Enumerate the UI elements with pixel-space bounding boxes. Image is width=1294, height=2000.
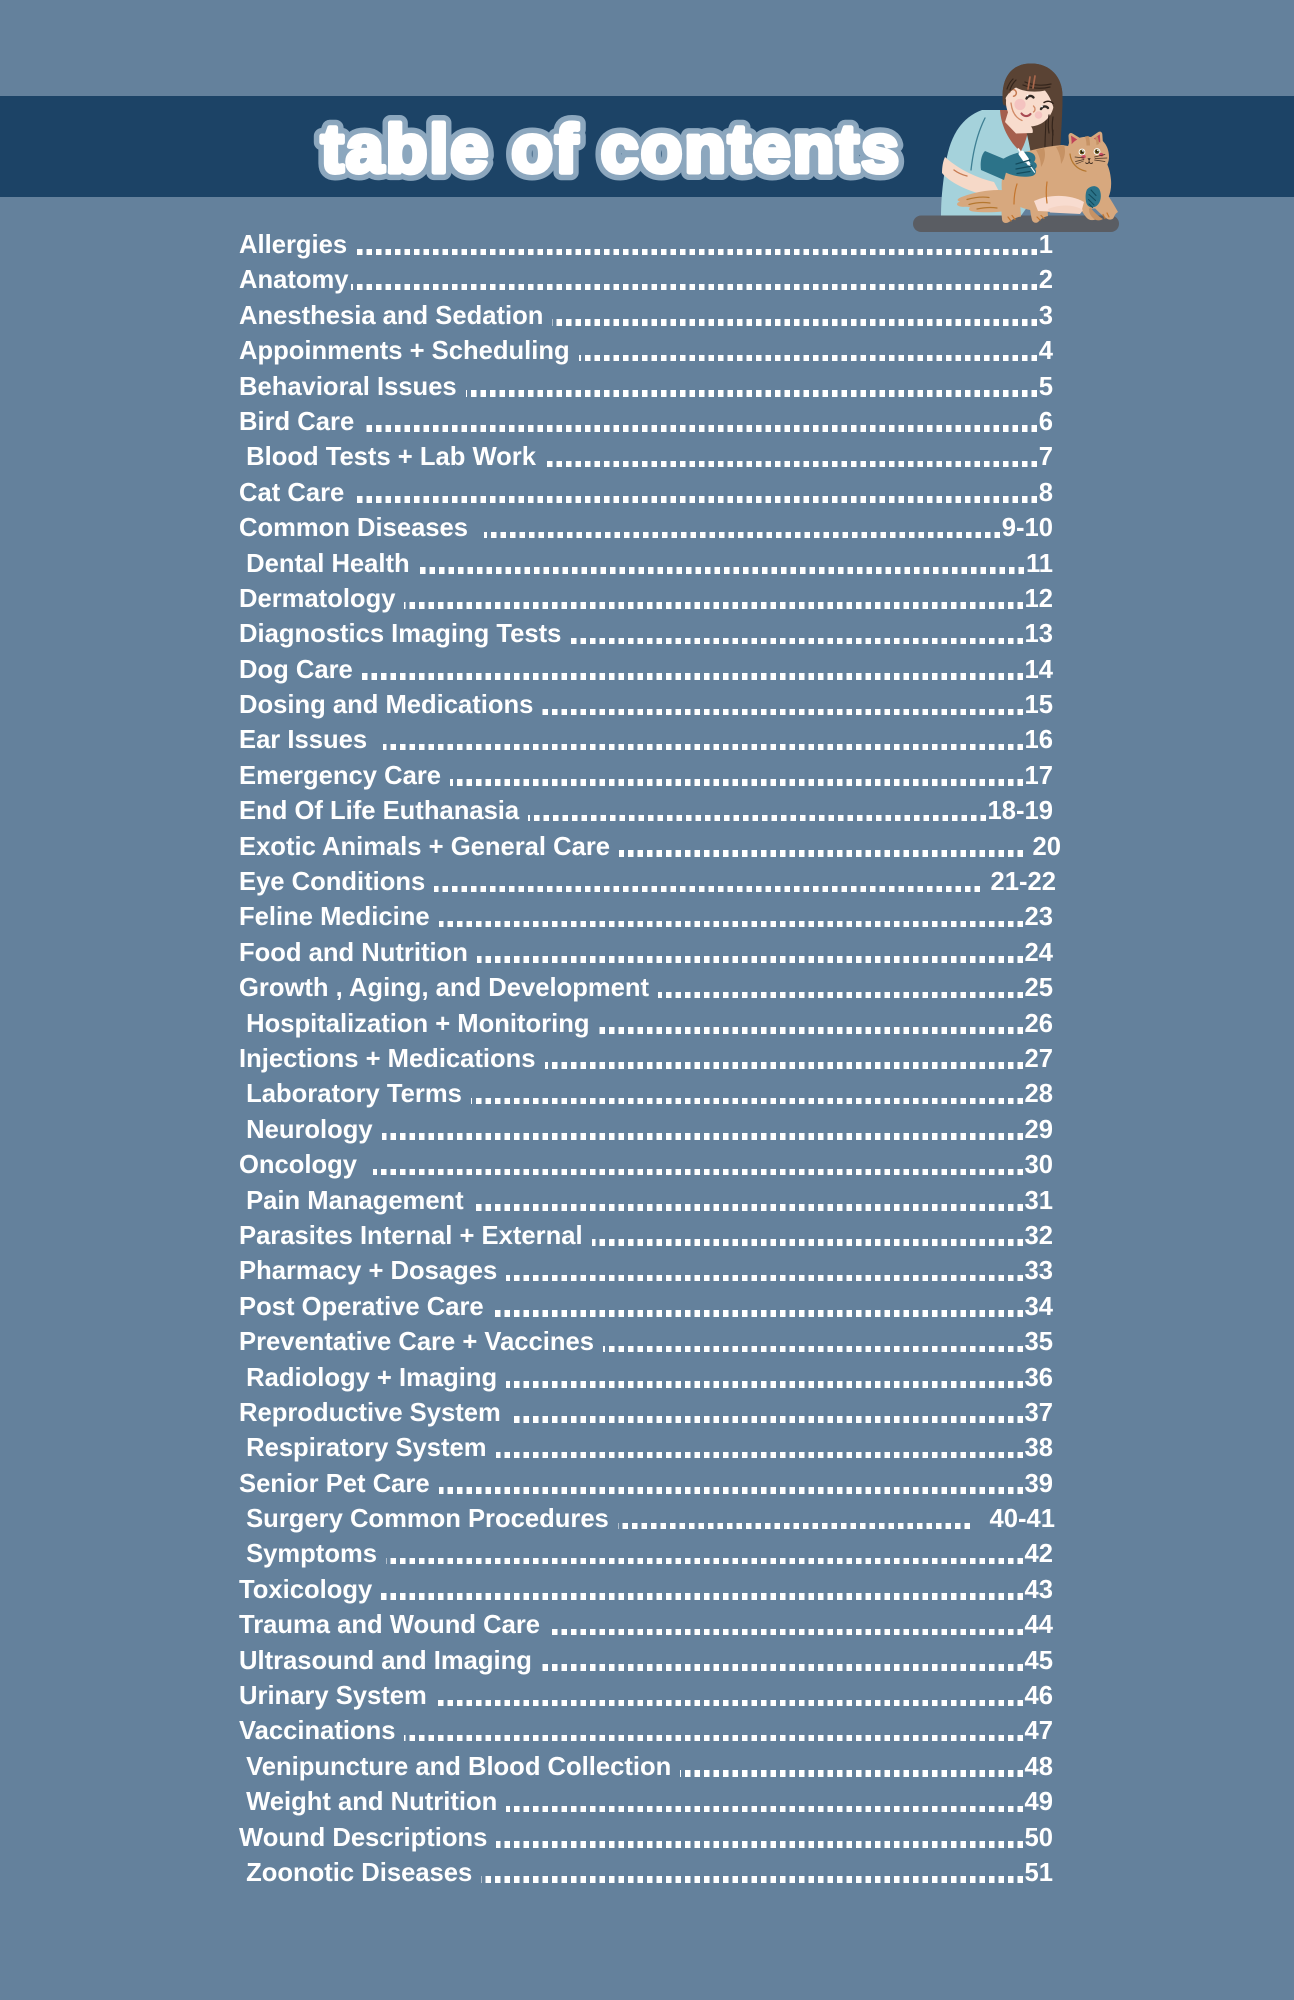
svg-text:table of contents: table of contents	[321, 111, 899, 187]
svg-text:table of contents: table of contents	[321, 111, 899, 187]
